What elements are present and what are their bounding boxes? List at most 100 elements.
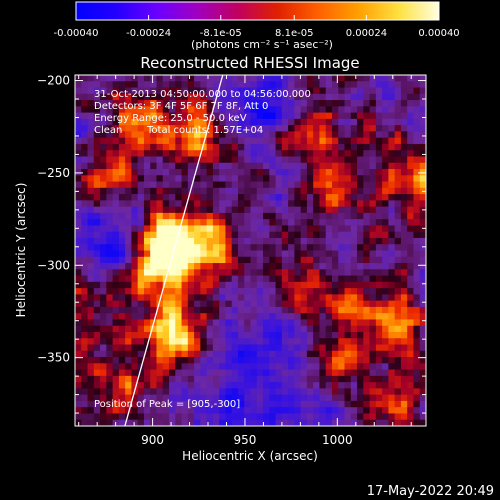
- heatmap-cell: [200, 363, 208, 370]
- heatmap-cell: [388, 350, 396, 358]
- heatmap-cell: [382, 357, 389, 364]
- heatmap-cell: [219, 363, 226, 370]
- heatmap-cell: [181, 256, 189, 264]
- heatmap-cell: [407, 118, 414, 126]
- heatmap-cell: [319, 281, 327, 289]
- heatmap-cell: [118, 150, 126, 157]
- heatmap-cell: [319, 319, 327, 327]
- heatmap-cell: [319, 294, 327, 302]
- heatmap-cell: [288, 244, 295, 251]
- heatmap-cell: [150, 231, 157, 239]
- heatmap-cell: [306, 212, 314, 220]
- heatmap-cell: [407, 150, 414, 157]
- heatmap-cell: [75, 175, 82, 182]
- heatmap-cell: [338, 212, 345, 220]
- heatmap-cell: [156, 419, 164, 426]
- heatmap-cell: [137, 162, 145, 170]
- heatmap-cell: [225, 369, 233, 377]
- heatmap-cell: [162, 231, 170, 239]
- heatmap-cell: [137, 369, 145, 377]
- heatmap-cell: [263, 382, 270, 389]
- heatmap-cell: [125, 118, 132, 126]
- heatmap-cell: [331, 162, 339, 170]
- heatmap-cell: [100, 175, 107, 182]
- heatmap-cell: [81, 325, 88, 333]
- heatmap-cell: [237, 125, 245, 132]
- heatmap-cell: [225, 169, 233, 176]
- heatmap-cell: [244, 206, 251, 214]
- heatmap-cell: [118, 143, 126, 151]
- heatmap-cell: [363, 263, 370, 270]
- heatmap-cell: [100, 288, 107, 295]
- heatmap-cell: [269, 125, 276, 132]
- heatmap-cell: [162, 131, 170, 139]
- heatmap-cell: [382, 93, 389, 101]
- heatmap-cell: [382, 231, 389, 239]
- heatmap-cell: [131, 187, 139, 195]
- heatmap-cell: [338, 350, 345, 358]
- heatmap-cell: [313, 382, 320, 389]
- heatmap-cell: [237, 156, 245, 164]
- heatmap-cell: [175, 350, 182, 358]
- heatmap-cell: [231, 331, 239, 339]
- heatmap-cell: [325, 250, 333, 258]
- heatmap-cell: [294, 256, 302, 264]
- heatmap-cell: [263, 338, 270, 345]
- heatmap-cell: [100, 87, 107, 95]
- heatmap-cell: [131, 419, 139, 426]
- heatmap-cell: [106, 281, 114, 289]
- heatmap-cell: [87, 281, 95, 289]
- heatmap-cell: [175, 250, 182, 258]
- heatmap-cell: [93, 331, 101, 339]
- heatmap-cell: [225, 237, 233, 245]
- heatmap-cell: [275, 256, 283, 264]
- heatmap-cell: [206, 407, 214, 414]
- heatmap-cell: [275, 363, 283, 370]
- heatmap-cell: [150, 269, 157, 276]
- heatmap-cell: [143, 338, 151, 345]
- heatmap-cell: [394, 81, 402, 88]
- heatmap-cell: [125, 175, 132, 182]
- heatmap-cell: [100, 300, 107, 308]
- heatmap-cell: [231, 225, 239, 233]
- heatmap-cell: [275, 419, 283, 426]
- heatmap-cell: [407, 137, 414, 145]
- heatmap-cell: [212, 344, 220, 352]
- heatmap-cell: [137, 375, 145, 383]
- heatmap-cell: [319, 244, 327, 251]
- heatmap-cell: [407, 263, 414, 270]
- heatmap-cell: [375, 269, 383, 276]
- heatmap-cell: [369, 237, 377, 245]
- heatmap-cell: [125, 263, 132, 270]
- heatmap-cell: [212, 75, 220, 82]
- heatmap-cell: [400, 200, 408, 208]
- heatmap-cell: [175, 263, 182, 270]
- heatmap-cell: [181, 212, 189, 220]
- heatmap-cell: [288, 350, 295, 358]
- heatmap-cell: [363, 350, 370, 358]
- heatmap-cell: [150, 338, 157, 345]
- heatmap-cell: [162, 369, 170, 377]
- heatmap-cell: [281, 382, 289, 389]
- heatmap-cell: [81, 93, 88, 101]
- heatmap-cell: [400, 169, 408, 176]
- heatmap-cell: [181, 118, 189, 126]
- heatmap-cell: [407, 394, 414, 402]
- heatmap-cell: [81, 338, 88, 345]
- heatmap-cell: [294, 125, 302, 132]
- heatmap-cell: [93, 87, 101, 95]
- heatmap-cell: [162, 344, 170, 352]
- heatmap-cell: [81, 206, 88, 214]
- heatmap-cell: [369, 118, 377, 126]
- heatmap-cell: [75, 250, 82, 258]
- heatmap-cell: [344, 388, 352, 396]
- heatmap-cell: [294, 87, 302, 95]
- heatmap-cell: [363, 400, 370, 408]
- heatmap-cell: [181, 400, 189, 408]
- heatmap-cell: [112, 200, 120, 208]
- heatmap-cell: [225, 288, 233, 295]
- heatmap-cell: [344, 306, 352, 314]
- heatmap-cell: [93, 194, 101, 201]
- heatmap-cell: [294, 250, 302, 258]
- heatmap-cell: [288, 143, 295, 151]
